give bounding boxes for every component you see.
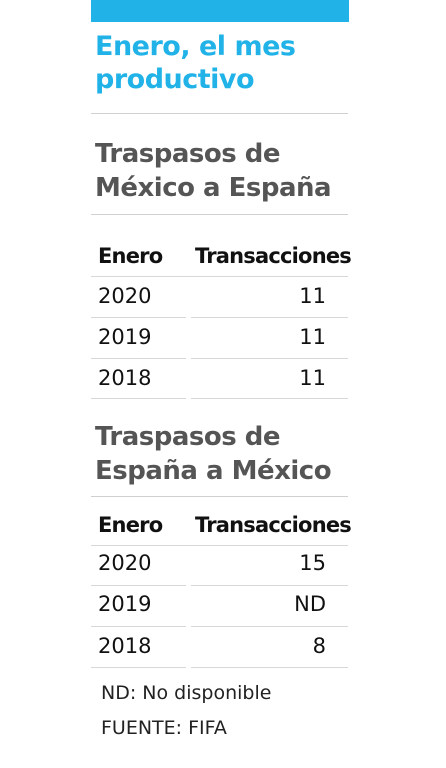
divider [91,496,348,497]
row-year: 2020 [98,551,152,575]
row-rule [191,317,348,318]
footnote-source: FUENTE: FIFA [101,717,227,739]
section-title-line-1: Traspasos de [95,422,281,452]
section-title-espana-mexico: Traspasos de España a México [95,420,355,488]
row-rule [91,585,186,586]
row-rule [191,626,348,627]
row-rule [91,317,186,318]
row-value: 11 [299,366,326,390]
header-rule [91,545,348,546]
top-accent-bar [91,0,349,22]
row-rule [91,626,186,627]
section-title-mexico-espana: Traspasos de México a España [95,137,355,205]
headline: Enero, el mes productivo [95,30,355,96]
row-rule [191,585,348,586]
row-rule [191,358,348,359]
row-rule [91,358,186,359]
headline-line-1: Enero, el mes [95,31,296,62]
row-year: 2018 [98,634,152,658]
row-rule [191,398,348,399]
divider [91,113,348,114]
column-header-transactions: Transacciones [195,244,352,268]
column-header-month: Enero [98,244,163,268]
headline-line-2: productivo [95,64,255,95]
footnote-nd: ND: No disponible [101,682,272,704]
column-header-transactions: Transacciones [195,513,352,537]
section-title-line-2: México a España [95,173,332,203]
column-header-month: Enero [98,513,163,537]
divider [91,214,348,215]
section-title-line-2: España a México [95,456,332,486]
row-value: 11 [299,284,326,308]
row-value: 15 [299,551,326,575]
row-value: 11 [299,325,326,349]
row-rule [91,667,186,668]
row-value: 8 [312,634,326,658]
header-rule [91,276,348,277]
row-year: 2018 [98,366,152,390]
row-rule [191,667,348,668]
row-year: 2019 [98,592,152,616]
row-rule [91,398,186,399]
row-value: ND [294,592,326,616]
row-year: 2020 [98,284,152,308]
section-title-line-1: Traspasos de [95,139,281,169]
row-year: 2019 [98,325,152,349]
